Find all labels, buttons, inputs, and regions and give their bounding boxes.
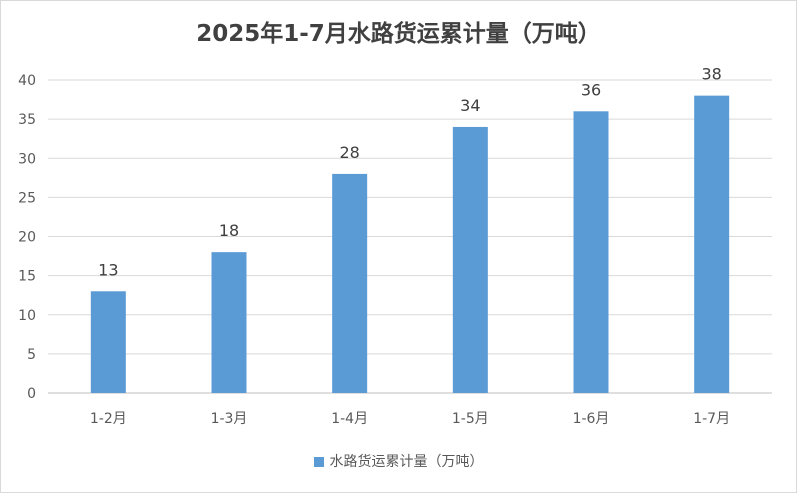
data-label: 38 — [701, 65, 721, 84]
bar — [452, 126, 488, 393]
legend-swatch — [313, 457, 324, 467]
y-tick-label: 0 — [27, 386, 36, 402]
x-axis-ticks: 1-2月 1-3月 1-4月 1-5月 1-6月 1-7月 — [90, 411, 730, 427]
y-tick-label: 35 — [18, 112, 36, 128]
y-tick-label: 20 — [18, 230, 36, 246]
data-label: 13 — [98, 260, 118, 279]
bar — [90, 291, 126, 393]
x-tick-label: 1-4月 — [331, 411, 368, 427]
bar — [332, 173, 368, 393]
legend: 水路货运累计量（万吨） — [0, 451, 797, 471]
chart-title: 2025年1-7月水路货运累计量（万吨） — [196, 21, 601, 47]
gridlines — [48, 79, 772, 394]
bars — [90, 95, 730, 394]
x-tick-label: 1-2月 — [90, 411, 127, 427]
bar — [694, 95, 730, 394]
x-tick-label: 1-7月 — [693, 411, 730, 427]
x-tick-label: 1-5月 — [452, 411, 489, 427]
y-tick-label: 40 — [18, 73, 36, 89]
y-tick-label: 5 — [27, 347, 36, 363]
legend-label: 水路货运累计量（万吨） — [329, 454, 484, 470]
x-tick-label: 1-6月 — [573, 411, 610, 427]
y-tick-label: 25 — [18, 190, 36, 206]
data-labels: 13 18 28 34 36 38 — [98, 65, 722, 280]
data-label: 28 — [339, 143, 359, 162]
bar — [211, 252, 247, 393]
y-axis-ticks: 0 5 10 15 20 25 30 35 40 — [18, 73, 36, 402]
data-label: 34 — [460, 96, 480, 115]
y-tick-label: 10 — [18, 308, 36, 324]
data-label: 18 — [219, 221, 239, 240]
bar — [573, 111, 609, 394]
y-tick-label: 30 — [18, 151, 36, 167]
data-label: 36 — [581, 80, 601, 99]
x-tick-label: 1-3月 — [211, 411, 248, 427]
y-tick-label: 15 — [18, 269, 36, 285]
